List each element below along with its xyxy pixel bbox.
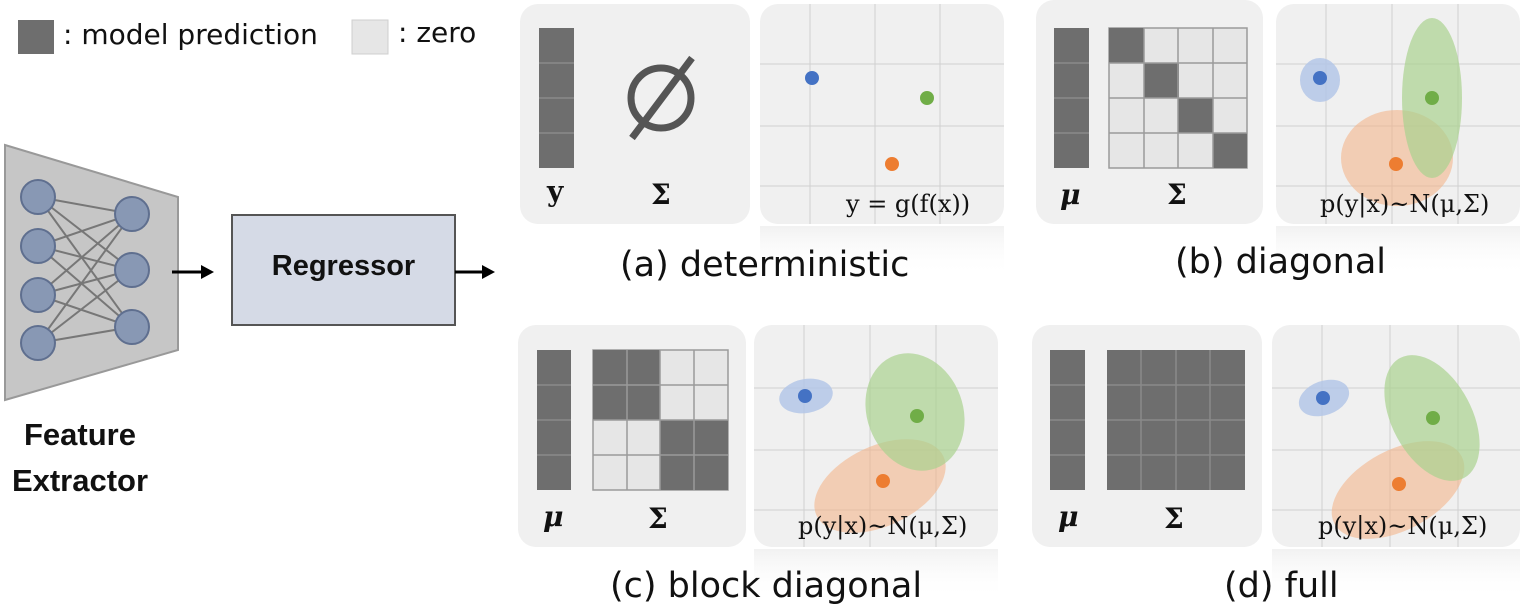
input-node: [20, 325, 56, 361]
output-node: [114, 196, 150, 232]
panel-b-param-card: [1036, 0, 1263, 224]
green-point: [1425, 91, 1439, 105]
panel-a-caption: (a) deterministic: [620, 245, 910, 285]
input-node: [20, 228, 56, 264]
output-node: [114, 309, 150, 345]
panel-d-param-card: [1032, 325, 1262, 547]
orange-point: [1389, 157, 1403, 171]
panel-a-plot-card: [760, 4, 1004, 224]
panel-b-formula: p(y|x)~N(μ,Σ): [1320, 190, 1490, 218]
panel-d-caption: (d) full: [1224, 566, 1339, 606]
panel-b-vector-label: μ: [1060, 178, 1081, 211]
panel-d-matrix-label: Σ: [1164, 502, 1184, 535]
feature-extractor-label-line1: Feature: [24, 417, 136, 452]
blue-point: [1316, 391, 1330, 405]
orange-point: [885, 157, 899, 171]
panel-c-caption: (c) block diagonal: [610, 566, 923, 606]
orange-point: [876, 474, 890, 488]
legend-model-prediction-label: : model prediction: [63, 18, 318, 51]
panel-d-plot-card: [1272, 325, 1520, 547]
panel-b-plot-card: [1276, 4, 1520, 224]
green-point: [1426, 411, 1440, 425]
panel-c-formula: p(y|x)~N(μ,Σ): [798, 512, 968, 540]
legend-light-swatch: [351, 19, 389, 55]
panel-c-plot-card: [754, 325, 998, 547]
panel-a-formula: y = g(f(x)): [846, 190, 971, 218]
legend-dark-swatch: [18, 20, 54, 54]
blue-point: [798, 389, 812, 403]
regressor-box: [231, 214, 456, 326]
blue-point: [1313, 71, 1327, 85]
panel-c-param-card: [518, 325, 746, 547]
input-node: [20, 179, 56, 215]
panel-a-matrix-label: Σ: [651, 178, 671, 211]
green-point: [910, 409, 924, 423]
feature-extractor-label: Feature Extractor: [0, 412, 160, 504]
feature-extractor-label-line2: Extractor: [11, 463, 149, 498]
blue-point: [805, 71, 819, 85]
orange-point: [1392, 477, 1406, 491]
panel-c-matrix-label: Σ: [648, 502, 668, 535]
green-point: [920, 91, 934, 105]
panel-a-param-card: [520, 4, 750, 224]
feature-extractor: [4, 143, 179, 402]
panel-d-formula: p(y|x)~N(μ,Σ): [1318, 512, 1488, 540]
input-node: [20, 277, 56, 313]
panel-d-vector-label: μ: [1058, 500, 1079, 533]
panel-b-matrix-label: Σ: [1167, 178, 1187, 211]
empty-set-icon: [627, 55, 695, 141]
legend-zero-label: : zero: [398, 16, 477, 49]
panel-b-caption: (b) diagonal: [1175, 242, 1387, 282]
arrow-to-outputs: [455, 265, 495, 279]
regressor-label: Regressor: [271, 250, 416, 282]
arrow-to-regressor: [172, 265, 214, 279]
output-node: [114, 252, 150, 288]
panel-c-vector-label: μ: [543, 500, 564, 533]
panel-a-vector-label: y: [547, 175, 564, 208]
